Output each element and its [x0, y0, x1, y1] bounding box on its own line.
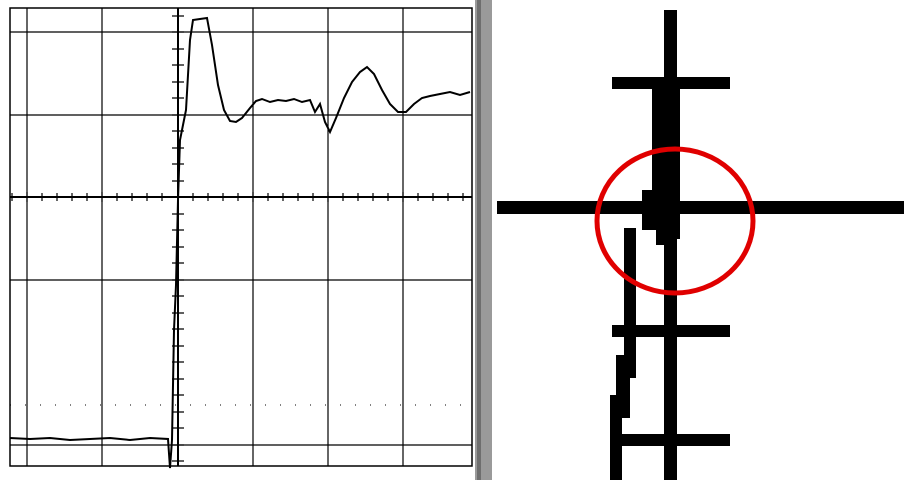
zoom-signal-top — [642, 89, 680, 245]
divider-shade — [477, 0, 481, 480]
scope-grid — [10, 8, 472, 466]
waveform — [9, 16, 471, 469]
highlight-circle — [594, 146, 756, 296]
zoom-tick — [612, 434, 730, 446]
zoom-background — [492, 0, 904, 480]
zoom-panel — [492, 0, 904, 480]
zoom-h-axis — [497, 201, 904, 214]
zoom-tick — [612, 325, 730, 337]
zoom-tick — [612, 77, 730, 89]
zoom-signal-bottom — [610, 228, 636, 480]
scope-frame — [9, 7, 473, 467]
scope-panel — [9, 7, 473, 469]
